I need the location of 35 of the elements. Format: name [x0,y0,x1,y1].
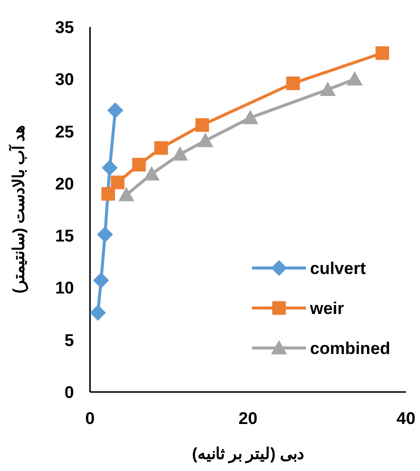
point [154,141,168,155]
point [376,46,390,60]
y-tick-label: 30 [55,70,74,90]
point [110,176,124,190]
x-tick-label: 20 [238,409,258,428]
point [144,166,160,180]
point [172,146,188,161]
point [97,226,114,243]
y-tick-label: 15 [55,226,74,246]
legend-label: culvert [310,259,366,278]
point [118,186,134,202]
point [102,160,118,176]
point [197,132,214,148]
x-tick-label: 0 [85,409,95,428]
x-tick-label: 40 [396,409,416,428]
point [346,71,363,86]
point [132,158,146,172]
point [107,102,124,118]
point [195,118,209,132]
y-axis-title: هد آب بالادست (سانتیمتر) [7,126,29,294]
point [101,187,115,201]
point [242,110,258,124]
legend-label: combined [310,339,390,358]
point [320,82,336,96]
x-axis-title: دبی (لیتر بر ثانیه) [192,446,304,464]
y-tick-label: 20 [55,174,74,194]
point [286,76,300,90]
y-tick-label: 0 [64,383,74,402]
y-tick-label: 10 [55,278,74,298]
legend-label: weir [309,299,344,318]
point [90,304,106,321]
y-tick-label: 5 [64,330,74,350]
y-tick-label: 35 [55,18,74,37]
point [93,272,110,288]
y-tick-label: 25 [55,122,74,142]
